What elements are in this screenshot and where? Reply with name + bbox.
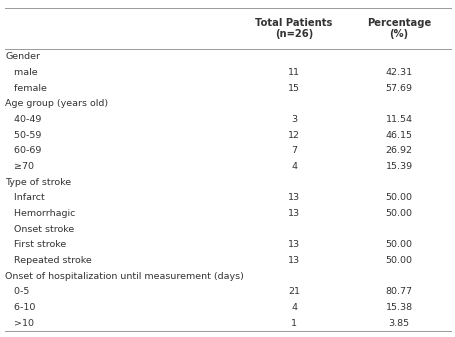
Text: Type of stroke: Type of stroke <box>5 178 71 187</box>
Text: 3: 3 <box>290 115 297 124</box>
Text: 15.38: 15.38 <box>384 303 412 312</box>
Text: female: female <box>5 84 47 93</box>
Text: 15: 15 <box>288 84 299 93</box>
Text: Hemorrhagic: Hemorrhagic <box>5 209 76 218</box>
Text: 50.00: 50.00 <box>384 193 412 202</box>
Text: 7: 7 <box>290 146 297 155</box>
Text: 0-5: 0-5 <box>5 287 30 296</box>
Text: >10: >10 <box>5 318 35 328</box>
Text: 50-59: 50-59 <box>5 130 42 140</box>
Text: 80.77: 80.77 <box>384 287 412 296</box>
Text: First stroke: First stroke <box>5 240 66 249</box>
Text: 50.00: 50.00 <box>384 240 412 249</box>
Text: Infarct: Infarct <box>5 193 45 202</box>
Text: Percentage
(%): Percentage (%) <box>366 18 430 39</box>
Text: 13: 13 <box>288 256 299 265</box>
Text: Onset stroke: Onset stroke <box>5 224 75 234</box>
Text: 3.85: 3.85 <box>388 318 409 328</box>
Text: 15.39: 15.39 <box>384 162 412 171</box>
Text: 57.69: 57.69 <box>384 84 412 93</box>
Text: 50.00: 50.00 <box>384 256 412 265</box>
Text: 40-49: 40-49 <box>5 115 42 124</box>
Text: Total Patients
(n=26): Total Patients (n=26) <box>255 18 332 39</box>
Text: 26.92: 26.92 <box>384 146 412 155</box>
Text: 4: 4 <box>290 162 297 171</box>
Text: 11.54: 11.54 <box>384 115 412 124</box>
Text: Onset of hospitalization until measurement (days): Onset of hospitalization until measureme… <box>5 272 244 281</box>
Text: ≥70: ≥70 <box>5 162 35 171</box>
Text: 11: 11 <box>288 68 299 77</box>
Text: 46.15: 46.15 <box>384 130 412 140</box>
Text: 13: 13 <box>288 209 299 218</box>
Text: 21: 21 <box>288 287 299 296</box>
Text: 42.31: 42.31 <box>384 68 412 77</box>
Text: Gender: Gender <box>5 52 40 61</box>
Text: 60-69: 60-69 <box>5 146 42 155</box>
Text: 1: 1 <box>290 318 297 328</box>
Text: male: male <box>5 68 38 77</box>
Text: 12: 12 <box>288 130 299 140</box>
Text: Repeated stroke: Repeated stroke <box>5 256 92 265</box>
Text: 50.00: 50.00 <box>384 209 412 218</box>
Text: 6-10: 6-10 <box>5 303 36 312</box>
Text: Age group (years old): Age group (years old) <box>5 99 108 108</box>
Text: 13: 13 <box>288 240 299 249</box>
Text: 4: 4 <box>290 303 297 312</box>
Text: 13: 13 <box>288 193 299 202</box>
